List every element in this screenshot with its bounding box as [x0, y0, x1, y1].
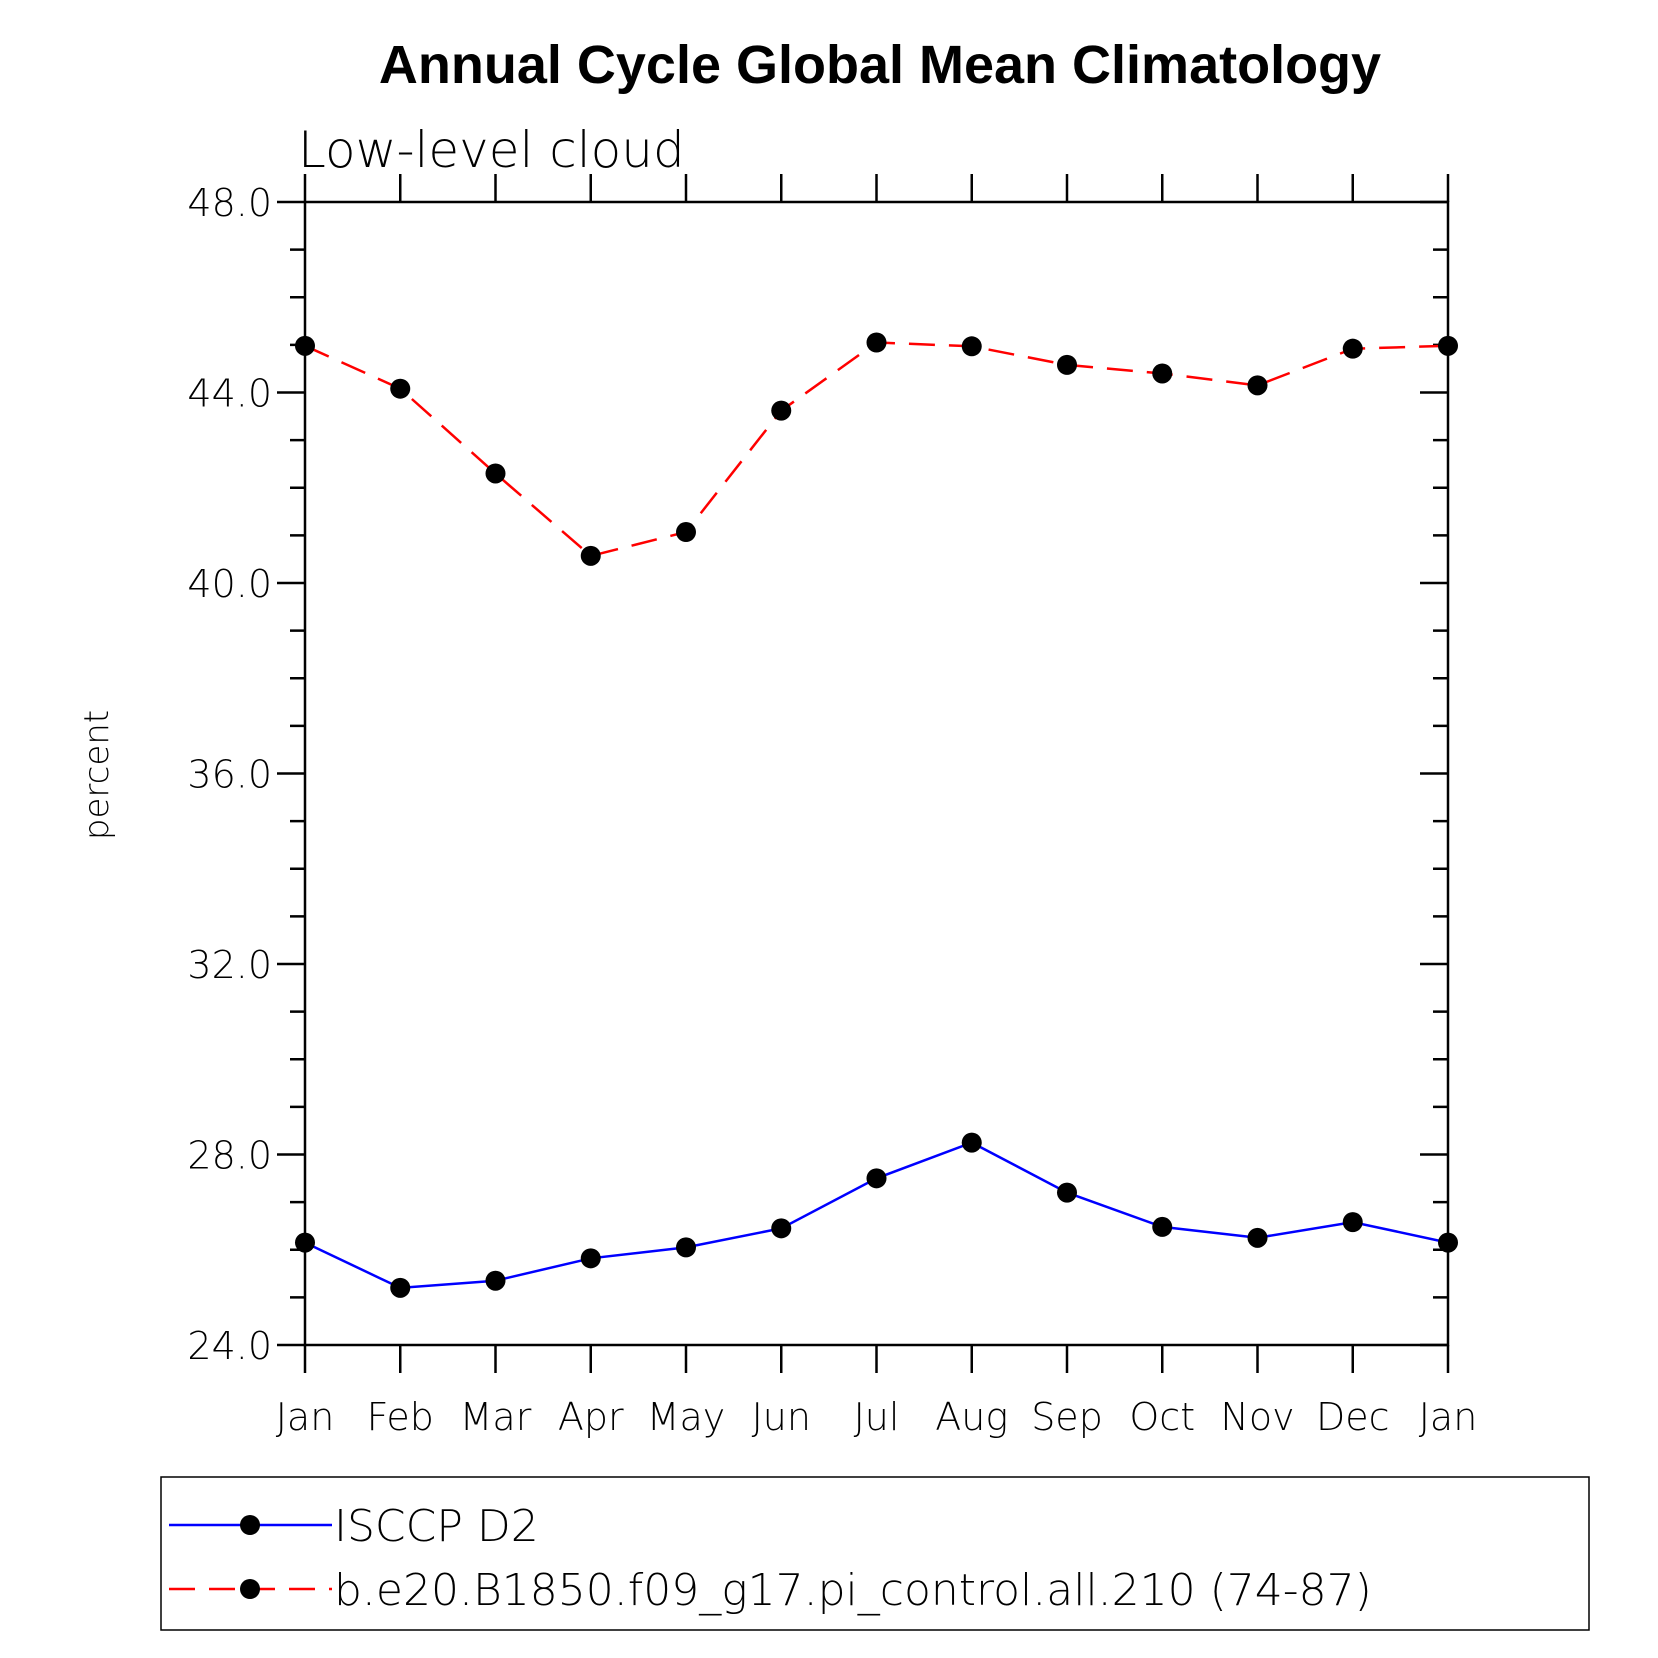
series-1: [295, 1132, 1458, 1298]
x-tick-label: Oct: [1129, 1395, 1195, 1439]
legend-box: [160, 1476, 1590, 1631]
chart-subtitle: Low-level cloud: [298, 121, 685, 179]
data-point: [771, 400, 792, 421]
x-tick-label: Feb: [367, 1395, 434, 1439]
data-point: [580, 1248, 601, 1269]
x-tick-label: Jan: [1419, 1395, 1478, 1439]
data-point: [1057, 1182, 1077, 1203]
legend-marker: [240, 1579, 260, 1599]
x-axis-ticks: [303, 174, 1450, 1373]
data-point: [676, 1237, 696, 1258]
x-tick-label: Apr: [558, 1395, 624, 1439]
x-tick-label: Nov: [1220, 1395, 1294, 1439]
x-tick-label: May: [647, 1395, 726, 1439]
y-axis-label: percent: [77, 710, 117, 840]
x-axis-tick-labels: Jan Feb Mar Apr May Jun Jul Aug Sep Oct Nov Dec Jan: [276, 1395, 1478, 1439]
legend-label: ISCCP D2: [334, 1501, 539, 1552]
x-tick-label: Jul: [854, 1395, 900, 1439]
data-point: [961, 1132, 982, 1153]
chart-title: Annual Cycle Global Mean Climatology: [379, 35, 1381, 95]
data-point: [485, 463, 506, 484]
x-tick-label: Aug: [935, 1395, 1008, 1439]
y-tick-label: 44.0: [187, 372, 272, 416]
data-point: [961, 336, 982, 357]
y-axis-ticks: [277, 200, 1448, 1347]
data-point: [1247, 1227, 1268, 1248]
data-point: [485, 1270, 506, 1291]
series-line: [304, 341, 1449, 558]
data-point: [1438, 335, 1458, 356]
x-tick-label: Jun: [752, 1395, 811, 1439]
data-point: [866, 332, 887, 353]
x-tick-label: Jan: [276, 1395, 335, 1439]
y-tick-label: 28.0: [187, 1134, 272, 1178]
legend-label: b.e20.B1850.f09_g17.pi_control.all.210 (…: [334, 1565, 1372, 1616]
y-tick-label: 40.0: [187, 562, 272, 606]
data-point: [1247, 375, 1268, 396]
x-tick-label: Dec: [1316, 1395, 1390, 1439]
data-point: [771, 1218, 792, 1239]
series-2: [295, 332, 1458, 566]
data-point: [676, 522, 696, 543]
data-point: [295, 1232, 315, 1253]
y-tick-label: 48.0: [187, 181, 272, 225]
series-layer: [295, 332, 1458, 1298]
data-point: [1438, 1232, 1458, 1253]
series-line: [304, 1141, 1449, 1290]
data-point: [390, 378, 411, 399]
data-point: [390, 1277, 411, 1298]
data-point: [295, 335, 315, 356]
y-tick-label: 32.0: [187, 943, 272, 987]
data-point: [1057, 354, 1077, 375]
data-point: [580, 545, 601, 566]
legend-marker: [240, 1515, 260, 1535]
data-point: [1342, 1212, 1363, 1233]
x-tick-label: Sep: [1031, 1395, 1103, 1439]
data-point: [1342, 338, 1363, 359]
y-tick-label: 24.0: [187, 1324, 272, 1368]
data-point: [1152, 1216, 1173, 1237]
data-point: [866, 1168, 887, 1189]
legend: ISCCP D2 b.e20.B1850.f09_g17.pi_control.a…: [160, 1476, 1590, 1631]
data-point: [1152, 363, 1173, 384]
y-tick-label: 36.0: [187, 753, 272, 797]
x-tick-label: Mar: [460, 1395, 532, 1439]
y-axis-tick-labels: 24.0 28.0 32.0 36.0 40.0 44.0 48.0: [187, 181, 272, 1368]
